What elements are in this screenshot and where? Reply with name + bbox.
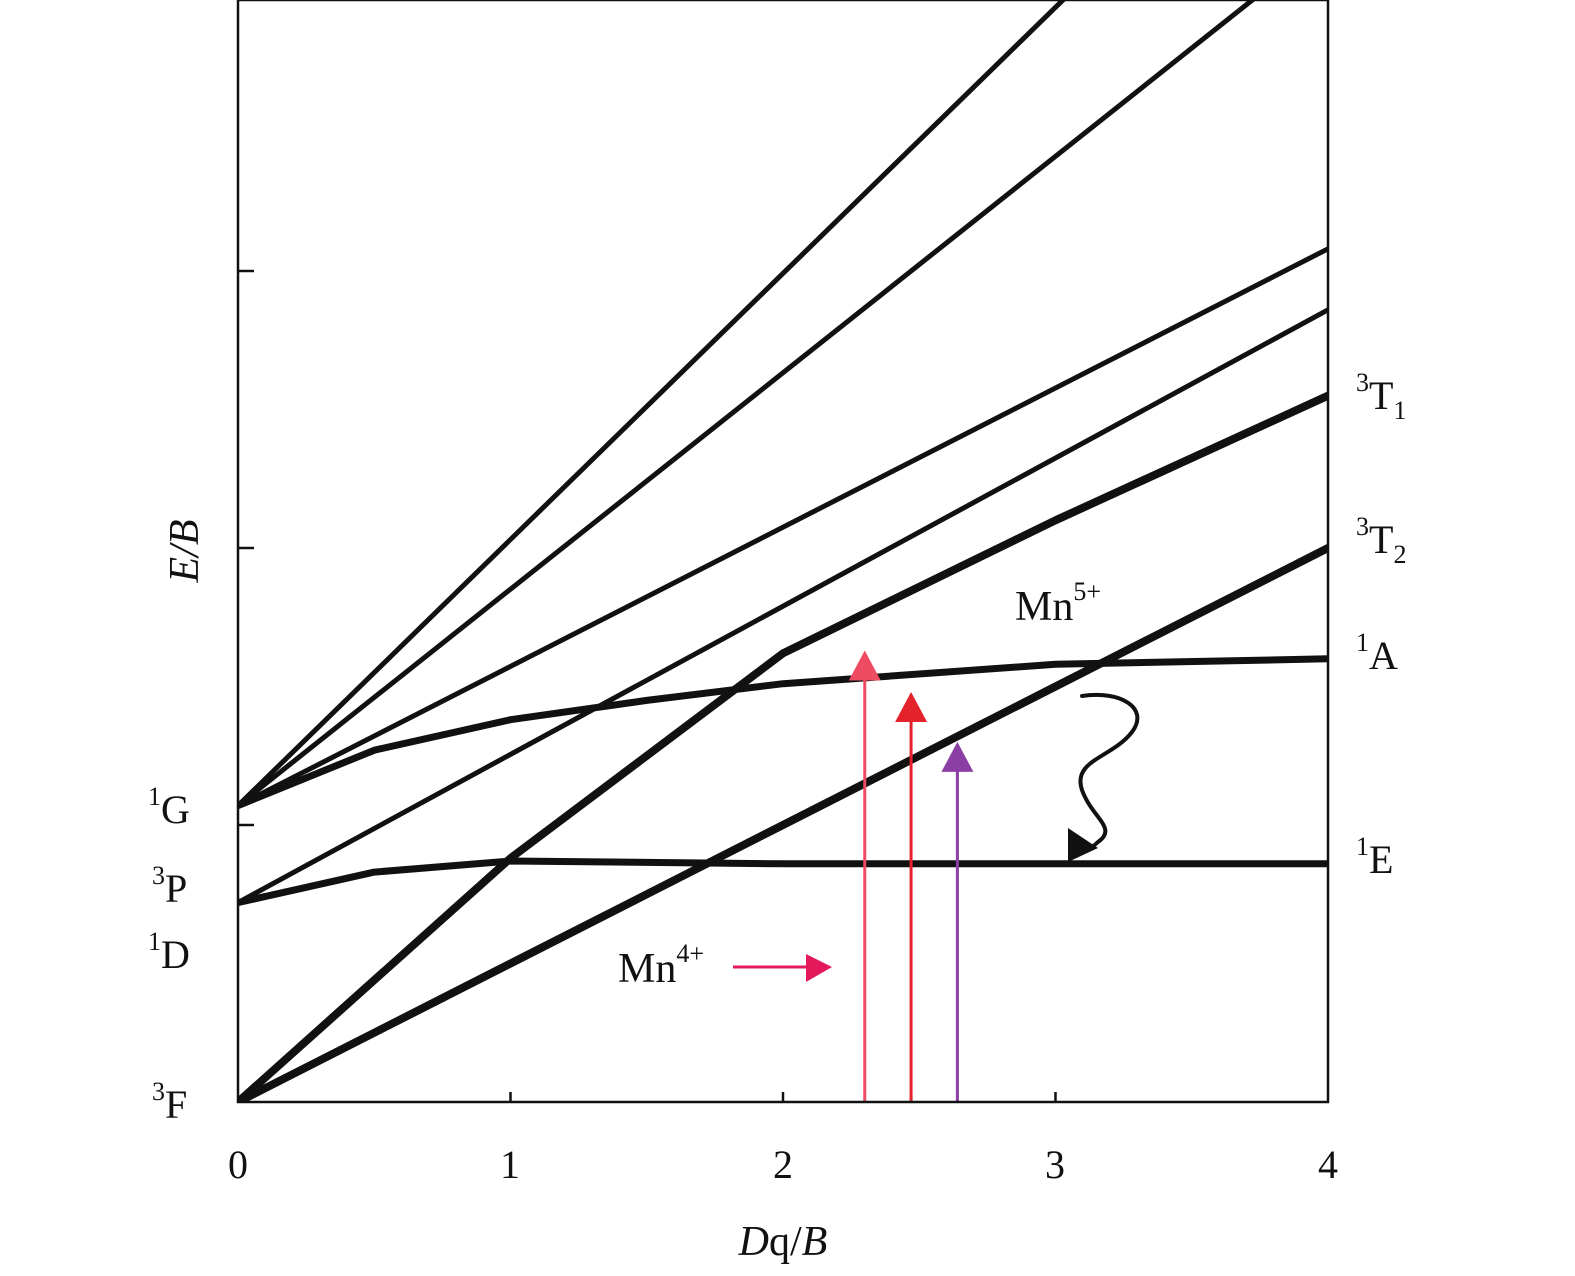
term-1G: 1G (148, 782, 190, 832)
mn4-pointer-arrow (733, 954, 832, 982)
curve-1E (238, 857, 1328, 907)
curve-3T2 (238, 544, 1328, 1102)
term-1A: 1A (1356, 628, 1398, 678)
energy-level-curves (238, 0, 1328, 1102)
plot-frame (236, 0, 1330, 1104)
term-3T2: 3T2 (1356, 512, 1406, 569)
curve-1A (238, 655, 1328, 810)
x-tick-label-3: 3 (1045, 1142, 1065, 1187)
x-tick-labels: 0 1 2 3 4 (228, 1142, 1338, 1187)
y-axis-ticks (238, 269, 254, 827)
x-tick-label-0: 0 (228, 1142, 248, 1187)
transition-arrows (848, 650, 974, 1102)
curve-1G-high-b (238, 0, 1257, 809)
term-3P: 3P (152, 861, 187, 911)
y-axis-label: E/B (162, 520, 208, 584)
term-3F: 3F (152, 1077, 187, 1127)
relaxation-wavy-arrow (1068, 692, 1140, 862)
x-axis-label: Dq/B (738, 1219, 828, 1265)
left-term-labels: 1G 3P 1D 3F (148, 782, 190, 1127)
x-tick-label-4: 4 (1318, 1142, 1338, 1187)
red-arrow-2 (895, 692, 928, 1102)
x-axis-ticks (509, 1092, 1057, 1102)
curve-3P-high (238, 307, 1328, 906)
right-term-labels: 3T1 3T2 1A 1E (1356, 368, 1406, 882)
curve-3T1 (238, 391, 1328, 1102)
mn4-label: Mn4+ (618, 939, 704, 992)
purple-arrow (941, 741, 974, 1102)
term-1E: 1E (1356, 832, 1393, 882)
x-tick-label-1: 1 (500, 1142, 520, 1187)
curve-1G-mid (238, 246, 1328, 809)
x-tick-label-2: 2 (773, 1142, 793, 1187)
term-1D: 1D (148, 927, 190, 977)
term-3T1: 3T1 (1356, 368, 1406, 425)
mn5-label: Mn5+ (1015, 577, 1101, 630)
curve-1G-high-a (238, 0, 1067, 809)
red-arrow-1 (848, 650, 881, 1102)
